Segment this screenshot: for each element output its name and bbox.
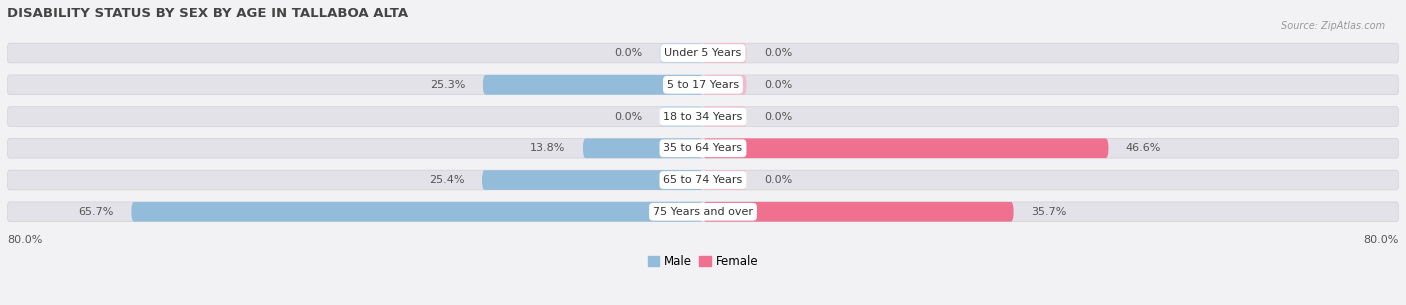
Text: 0.0%: 0.0% xyxy=(614,48,643,58)
Text: 25.3%: 25.3% xyxy=(430,80,465,90)
Text: 0.0%: 0.0% xyxy=(763,80,792,90)
Text: 80.0%: 80.0% xyxy=(7,235,42,245)
FancyBboxPatch shape xyxy=(131,202,703,222)
FancyBboxPatch shape xyxy=(7,202,1399,222)
Text: 5 to 17 Years: 5 to 17 Years xyxy=(666,80,740,90)
Text: 65.7%: 65.7% xyxy=(79,207,114,217)
FancyBboxPatch shape xyxy=(7,75,1399,95)
Text: 0.0%: 0.0% xyxy=(763,175,792,185)
Text: Under 5 Years: Under 5 Years xyxy=(665,48,741,58)
Text: 0.0%: 0.0% xyxy=(614,112,643,121)
FancyBboxPatch shape xyxy=(482,75,703,95)
FancyBboxPatch shape xyxy=(703,107,747,126)
FancyBboxPatch shape xyxy=(703,75,747,95)
Text: 25.4%: 25.4% xyxy=(429,175,464,185)
Text: 35 to 64 Years: 35 to 64 Years xyxy=(664,143,742,153)
Text: 35.7%: 35.7% xyxy=(1031,207,1066,217)
FancyBboxPatch shape xyxy=(703,170,747,190)
FancyBboxPatch shape xyxy=(7,43,1399,63)
FancyBboxPatch shape xyxy=(7,138,1399,158)
Text: 13.8%: 13.8% xyxy=(530,143,565,153)
FancyBboxPatch shape xyxy=(659,107,703,126)
FancyBboxPatch shape xyxy=(482,170,703,190)
Text: 0.0%: 0.0% xyxy=(763,112,792,121)
Text: Source: ZipAtlas.com: Source: ZipAtlas.com xyxy=(1281,21,1385,31)
FancyBboxPatch shape xyxy=(659,43,703,63)
Text: 0.0%: 0.0% xyxy=(763,48,792,58)
Text: 65 to 74 Years: 65 to 74 Years xyxy=(664,175,742,185)
FancyBboxPatch shape xyxy=(583,138,703,158)
Text: 75 Years and over: 75 Years and over xyxy=(652,207,754,217)
Text: DISABILITY STATUS BY SEX BY AGE IN TALLABOA ALTA: DISABILITY STATUS BY SEX BY AGE IN TALLA… xyxy=(7,7,408,20)
Legend: Male, Female: Male, Female xyxy=(643,250,763,273)
FancyBboxPatch shape xyxy=(7,170,1399,190)
FancyBboxPatch shape xyxy=(703,138,1108,158)
Text: 18 to 34 Years: 18 to 34 Years xyxy=(664,112,742,121)
Text: 46.6%: 46.6% xyxy=(1126,143,1161,153)
Text: 80.0%: 80.0% xyxy=(1364,235,1399,245)
FancyBboxPatch shape xyxy=(7,107,1399,126)
FancyBboxPatch shape xyxy=(703,43,747,63)
FancyBboxPatch shape xyxy=(703,202,1014,222)
